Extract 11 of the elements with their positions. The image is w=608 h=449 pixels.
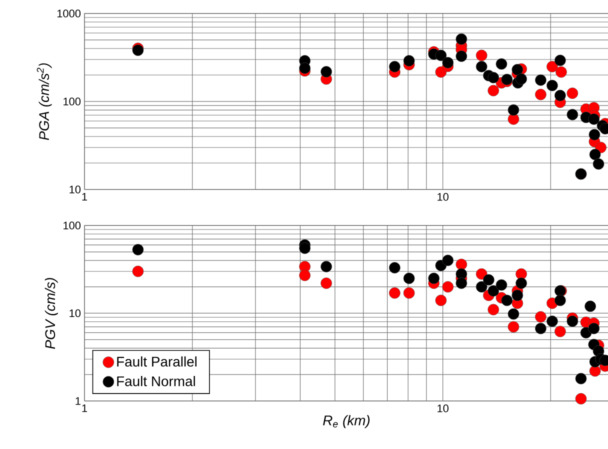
y-tick-label: 10 bbox=[70, 309, 81, 318]
y-tick-label: 1000 bbox=[57, 10, 81, 18]
y-axis-title: PGV (cm/s) bbox=[44, 278, 58, 349]
x-axis-title: R$_{e}$ (km) bbox=[323, 415, 370, 428]
y-tick-label: 100 bbox=[64, 222, 81, 230]
y-tick-label: 1 bbox=[76, 397, 80, 405]
y-axis-title: PGA (cm/s$^{2}$) bbox=[36, 63, 52, 140]
legend-label: Fault Normal bbox=[117, 376, 195, 386]
y-tick-label: 10 bbox=[70, 186, 81, 194]
y-tick-label: 100 bbox=[64, 98, 81, 106]
legend-label: Fault Parallel bbox=[117, 356, 197, 367]
